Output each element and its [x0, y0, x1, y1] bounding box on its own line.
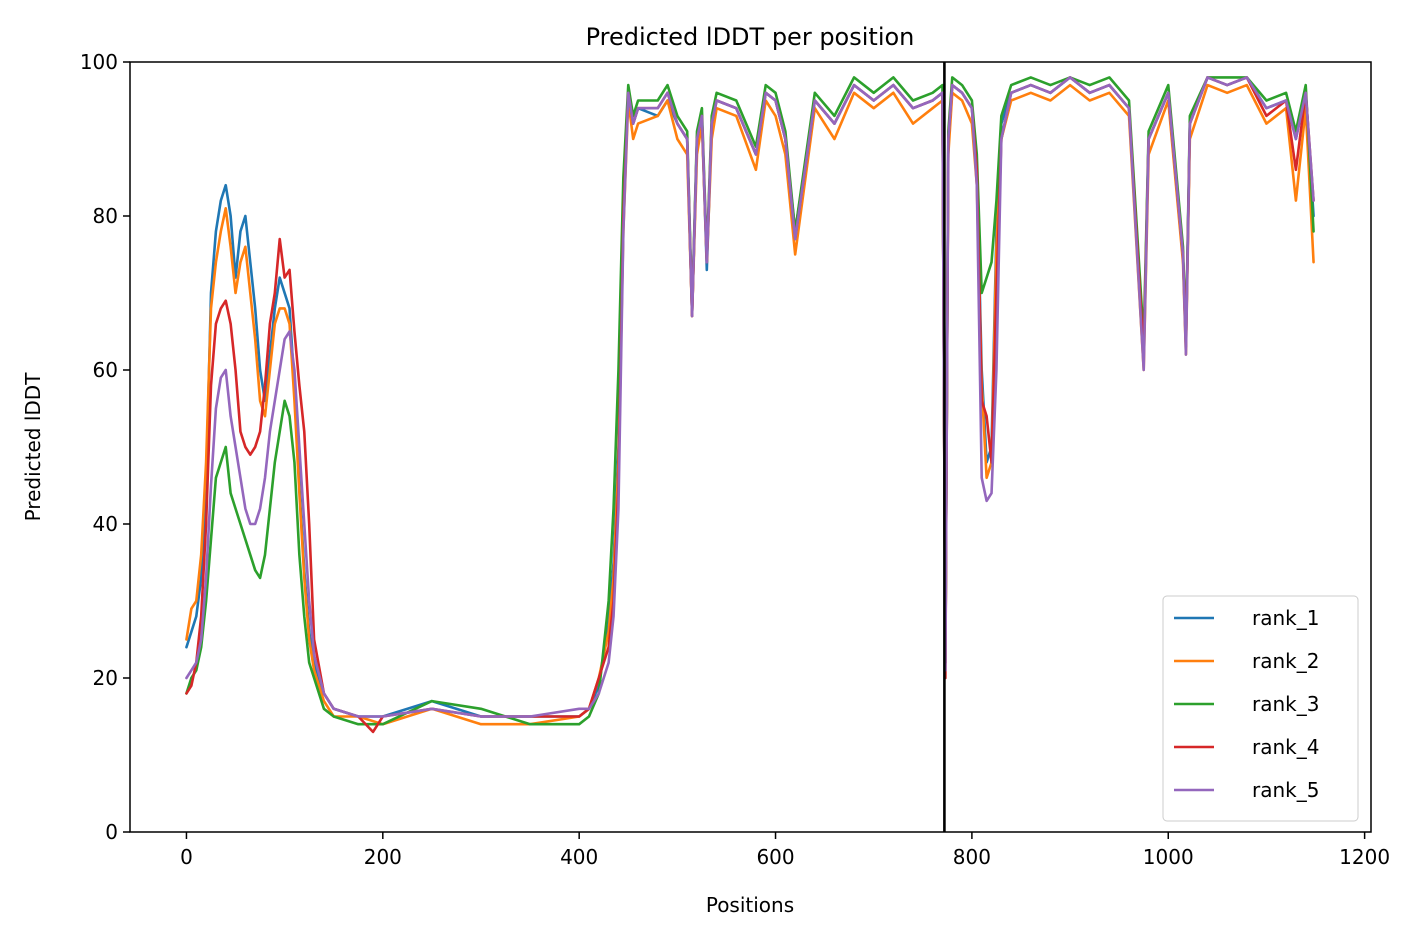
y-tick-label: 40: [93, 512, 118, 536]
y-axis-label: Predicted lDDT: [21, 372, 45, 522]
x-tick-label: 0: [180, 845, 193, 869]
series-line-rank-2: [185, 83, 1315, 726]
legend-label: rank_5: [1252, 778, 1319, 802]
legend: rank_1 rank_2 rank_3 rank_4 rank_5: [1162, 595, 1359, 822]
y-tick-label: 0: [105, 820, 118, 844]
plot-frame: [129, 61, 1372, 833]
y-tick-label: 100: [80, 50, 118, 74]
series-line-rank-1: [185, 76, 1315, 718]
x-tick-label: 600: [756, 845, 794, 869]
series-line-rank-4: [185, 76, 1315, 734]
x-axis-ticks: 0 200 400 600 800 1000 1200: [180, 832, 1390, 869]
x-tick-label: 1000: [1143, 845, 1194, 869]
y-tick-label: 80: [93, 204, 118, 228]
legend-label: rank_4: [1252, 735, 1319, 759]
y-axis-ticks: 0 20 40 60 80 100: [80, 50, 130, 844]
x-tick-label: 400: [560, 845, 598, 869]
x-axis-label: Positions: [706, 893, 794, 917]
chart-title: Predicted lDDT per position: [586, 23, 915, 51]
x-tick-label: 1200: [1339, 845, 1390, 869]
x-tick-label: 200: [364, 845, 402, 869]
series-line-rank-3: [185, 76, 1315, 726]
x-tick-label: 800: [953, 845, 991, 869]
series-line-rank-5: [185, 76, 1315, 718]
legend-box: [1162, 595, 1359, 822]
legend-label: rank_2: [1252, 649, 1319, 673]
series-lines: [185, 76, 1315, 734]
legend-label: rank_1: [1252, 606, 1319, 630]
y-tick-label: 60: [93, 358, 118, 382]
y-tick-label: 20: [93, 666, 118, 690]
legend-label: rank_3: [1252, 692, 1319, 716]
